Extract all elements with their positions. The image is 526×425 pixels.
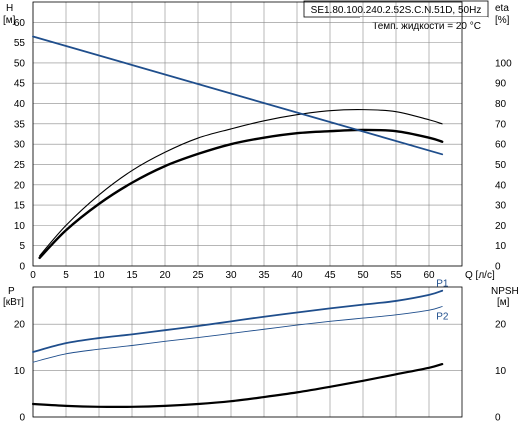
y-axis-right-unit-npsh: [м] [497, 297, 510, 308]
annotation-box [360, 17, 488, 33]
upper-y-left-tick-label: 45 [14, 79, 26, 90]
x-tick-label: 45 [324, 270, 336, 281]
y-axis-right-unit-eta: [%] [495, 15, 510, 26]
series-p1-label: P1 [436, 279, 449, 290]
upper-y-left-tick-label: 25 [14, 160, 26, 171]
upper-y-left-tick-label: 5 [19, 241, 25, 252]
x-tick-label: 0 [30, 270, 36, 281]
y-axis-right-label-eta: eta [495, 3, 509, 14]
upper-y-right-tick-label: 80 [495, 99, 507, 110]
x-tick-label: 30 [225, 270, 237, 281]
upper-y-right-tick-label: 90 [495, 79, 507, 90]
lower-y-left-tick-label: 0 [19, 413, 25, 424]
liquid-temperature-note: Темп. жидкости = 20 °C [372, 21, 481, 32]
upper-y-right-tick-label: 20 [495, 221, 507, 232]
upper-y-right-tick-label: 70 [495, 119, 507, 130]
y-axis-left-unit-head: [м] [3, 15, 16, 26]
x-tick-label: 20 [159, 270, 171, 281]
upper-series-1-line [39, 109, 443, 257]
upper-y-left-tick-label: 20 [14, 180, 26, 191]
x-tick-label: 10 [93, 270, 105, 281]
upper-series-0-line [38, 128, 444, 260]
x-tick-label: 55 [390, 270, 402, 281]
x-tick-label: 35 [258, 270, 270, 281]
lower-series-2-line [31, 362, 444, 409]
y-axis-left-unit-power: [кВт] [3, 297, 24, 308]
series-p2-line [32, 306, 443, 363]
upper-y-right-tick-label: 60 [495, 140, 507, 151]
upper-y-left-tick-label: 40 [14, 99, 26, 110]
upper-y-left-tick-label: 60 [14, 18, 26, 29]
upper-y-right-tick-label: 100 [495, 58, 512, 69]
lower-y-left-tick-label: 10 [14, 366, 26, 377]
x-axis-label-flow: Q [л/с] [465, 270, 495, 281]
upper-y-left-tick-label: 0 [19, 262, 25, 273]
upper-y-right-tick-label: 40 [495, 180, 507, 191]
lower-plot-frame [32, 286, 463, 418]
upper-series-2-line [32, 35, 444, 156]
upper-y-left-tick-label: 55 [14, 38, 26, 49]
y-axis-right-label-npsh: NPSH [491, 286, 519, 297]
series-p1-line [32, 289, 444, 353]
upper-plot-frame [32, 1, 463, 267]
upper-y-left-tick-label: 50 [14, 58, 26, 69]
x-tick-label: 25 [192, 270, 204, 281]
x-tick-label: 15 [126, 270, 138, 281]
upper-y-left-tick-label: 10 [14, 221, 26, 232]
upper-y-right-tick-label: 0 [495, 262, 501, 273]
x-tick-label: 60 [423, 270, 435, 281]
x-tick-label: 50 [357, 270, 369, 281]
x-tick-label: 40 [291, 270, 303, 281]
lower-y-left-tick-label: 20 [14, 320, 26, 331]
upper-y-right-tick-label: 10 [495, 241, 507, 252]
lower-y-right-tick-label: 20 [495, 320, 507, 331]
y-axis-left-label-head: H [6, 3, 13, 14]
x-tick-label: 5 [63, 270, 69, 281]
upper-y-left-tick-label: 15 [14, 201, 26, 212]
lower-y-right-tick-label: 10 [495, 366, 507, 377]
upper-y-right-tick-label: 30 [495, 201, 507, 212]
y-axis-left-label-power: P [8, 286, 15, 297]
upper-y-left-tick-label: 35 [14, 119, 26, 130]
series-p2-label: P2 [436, 312, 449, 323]
lower-y-right-tick-label: 0 [495, 413, 501, 424]
upper-y-right-tick-label: 50 [495, 160, 507, 171]
upper-y-left-tick-label: 30 [14, 140, 26, 151]
